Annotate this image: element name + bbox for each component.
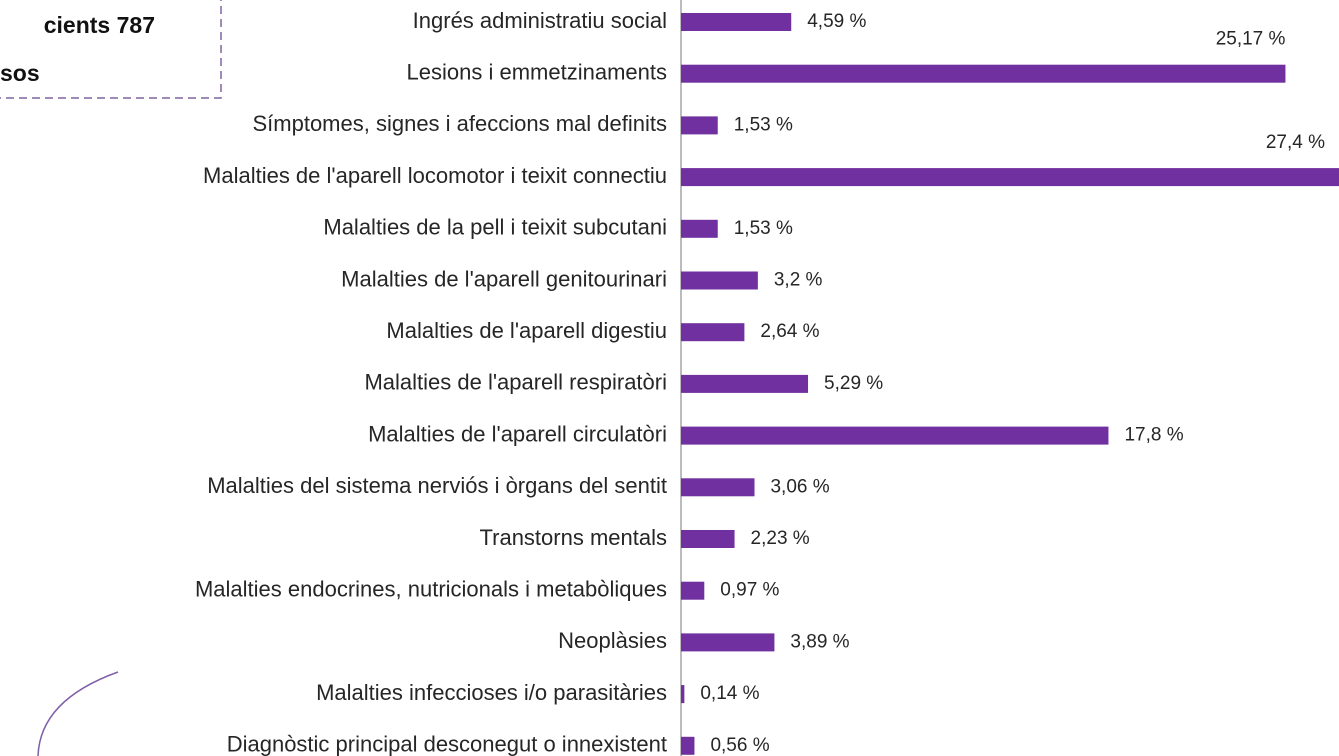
category-label: Símptomes, signes i afeccions mal defini…	[252, 111, 667, 136]
category-label: Diagnòstic principal desconegut o innexi…	[227, 732, 667, 756]
bar	[681, 64, 1286, 83]
annotation: cients 787	[44, 12, 155, 38]
category-label: Malalties del sistema nerviós i òrgans d…	[207, 473, 667, 498]
value-label: 0,56 %	[710, 735, 769, 756]
value-label: 25,17 %	[1216, 29, 1286, 50]
bar	[681, 374, 809, 393]
bar	[681, 478, 755, 497]
category-label: Malalties de l'aparell genitourinari	[341, 266, 667, 291]
category-label: Neoplàsies	[558, 628, 667, 653]
bar	[681, 581, 705, 600]
bar	[681, 219, 718, 238]
value-label: 2,23 %	[751, 528, 810, 549]
category-label: Malalties infeccioses i/o parasitàries	[316, 680, 667, 705]
bar	[681, 633, 775, 652]
category-label: Malalties de l'aparell respiratòri	[364, 370, 667, 395]
bar	[681, 530, 735, 548]
annotation: sos	[0, 60, 40, 86]
value-label: 1,53 %	[734, 218, 793, 239]
value-label: 4,59 %	[807, 11, 866, 32]
bar	[681, 426, 1109, 445]
value-label: 3,2 %	[774, 270, 823, 291]
category-label: Malalties endocrines, nutricionals i met…	[195, 577, 667, 602]
bar	[681, 116, 718, 135]
bar	[681, 685, 685, 704]
value-label: 17,8 %	[1124, 425, 1183, 446]
decorative-arc	[37, 671, 119, 756]
category-label: Transtorns mentals	[480, 525, 667, 550]
value-label: 0,97 %	[720, 580, 779, 601]
value-label: 5,29 %	[824, 373, 883, 394]
category-label: Lesions i emmetzinaments	[407, 60, 667, 85]
value-label: 2,64 %	[760, 321, 819, 342]
value-label: 3,89 %	[790, 631, 849, 652]
category-label: Ingrés administratiu social	[413, 8, 667, 33]
value-label: 27,4 %	[1266, 132, 1325, 153]
value-label: 0,14 %	[700, 683, 759, 704]
category-label: Malalties de la pell i teixit subcutani	[323, 215, 667, 240]
value-label: 1,53 %	[734, 114, 793, 135]
category-label: Malalties de l'aparell locomotor i teixi…	[203, 163, 667, 188]
bar	[681, 168, 1339, 187]
category-label: Malalties de l'aparell circulatòri	[368, 421, 667, 446]
value-label: 3,06 %	[770, 476, 829, 497]
bar	[681, 271, 758, 290]
bar	[681, 323, 745, 342]
category-label: Malalties de l'aparell digestiu	[386, 318, 667, 343]
bar	[681, 13, 792, 31]
bar	[681, 736, 695, 755]
